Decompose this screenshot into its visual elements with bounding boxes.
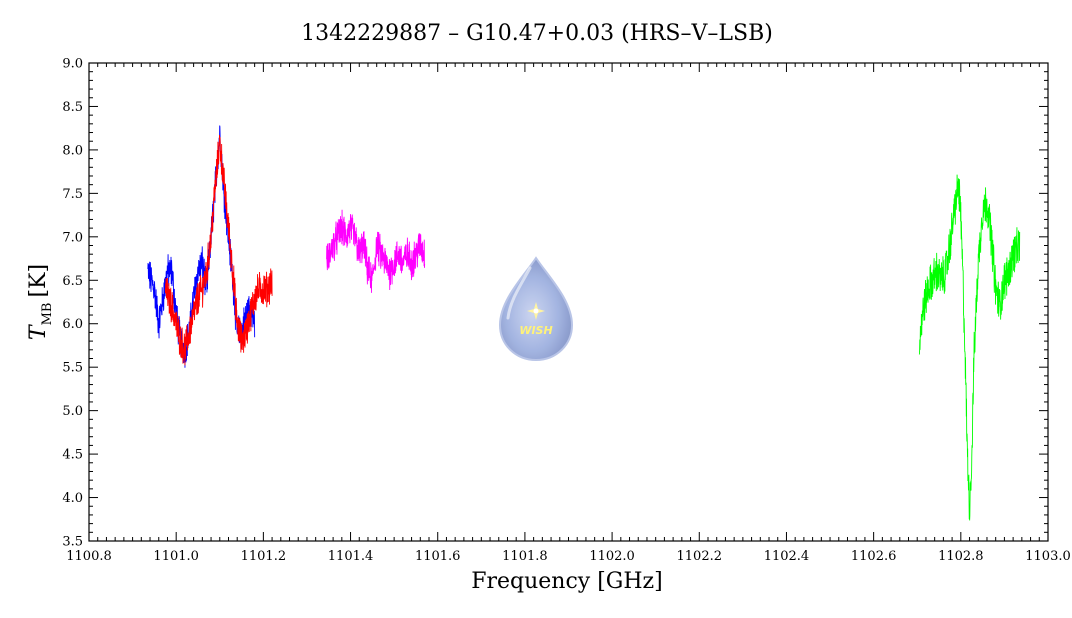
star-icon: [527, 302, 545, 320]
x-tick-label: 1102.0: [589, 549, 635, 564]
y-tick-label: 8.5: [62, 100, 83, 115]
plot-frame: [88, 62, 1049, 542]
spectrum-series-line: [164, 134, 273, 366]
x-tick-label: 1101.8: [502, 549, 548, 564]
y-axis-label-unit: [K]: [26, 264, 51, 298]
series-layer: [147, 125, 1021, 521]
y-tick-label: 7.0: [62, 230, 83, 245]
x-axis-label: Frequency [GHz]: [471, 569, 663, 594]
y-axis-label: TMB [K]: [26, 264, 55, 340]
y-tick-label: 7.5: [62, 187, 83, 202]
x-tick-label: 1102.8: [938, 549, 984, 564]
x-tick-label: 1101.0: [153, 549, 199, 564]
x-tick-label: 1101.6: [415, 549, 461, 564]
x-tick-label: 1101.4: [328, 549, 374, 564]
svg-text:TMB[K]: TMB [K]: [26, 264, 55, 340]
y-tick-label: 4.0: [62, 491, 83, 506]
wish-logo: WISH: [498, 256, 574, 362]
spectrum-series-line: [326, 209, 426, 293]
y-axis-label-symbol: T: [26, 323, 51, 340]
x-tick-label: 1102.4: [764, 549, 810, 564]
logo-text: WISH: [519, 324, 552, 337]
y-tick-label: 3.5: [62, 535, 83, 550]
chart-title: 1342229887 – G10.47+0.03 (HRS–V–LSB): [301, 21, 773, 46]
y-tick-label: 8.0: [62, 143, 83, 158]
x-tick-label: 1102.2: [677, 549, 723, 564]
y-tick-label: 6.5: [62, 274, 83, 289]
y-tick-label: 4.5: [62, 448, 83, 463]
spectrum-series-line: [918, 174, 1021, 521]
y-tick-label: 9.0: [62, 57, 83, 72]
x-tick-label: 1102.6: [851, 549, 897, 564]
ticks-layer: 1100.8 1101.0 1101.2 1101.4 1101.6 1101.8 1102…: [62, 57, 1070, 565]
x-tick-label: 1103.0: [1025, 549, 1071, 564]
y-tick-label: 5.0: [62, 404, 83, 419]
y-tick-label: 5.5: [62, 361, 83, 376]
x-tick-label: 1101.2: [241, 549, 287, 564]
y-tick-label: 6.0: [62, 317, 83, 332]
y-axis-label-subscript: MB: [40, 303, 55, 326]
x-tick-label: 1100.8: [66, 549, 112, 564]
